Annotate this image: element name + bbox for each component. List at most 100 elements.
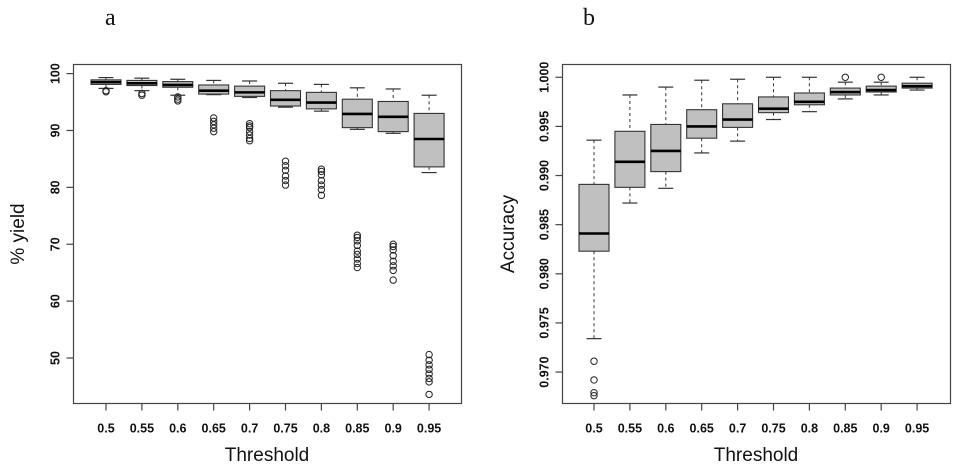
box-0.6 xyxy=(162,78,194,105)
outlier-point xyxy=(590,376,598,384)
outlier-point xyxy=(102,88,110,96)
outlier-point xyxy=(389,251,397,260)
outlier-point xyxy=(389,240,397,248)
outlier-point xyxy=(425,374,433,383)
x-tick-label: 0.5 xyxy=(97,422,114,436)
outlier-point xyxy=(389,257,397,266)
x-tick-label: 0.95 xyxy=(905,422,929,436)
outlier-point xyxy=(389,262,397,270)
outlier-point xyxy=(317,165,326,173)
box-0.85 xyxy=(829,73,861,100)
x-tick-label: 0.65 xyxy=(202,422,226,436)
outlier-point xyxy=(353,250,361,259)
iqr-box xyxy=(305,91,337,110)
boxes-a xyxy=(90,76,445,399)
x-axis-title-b: Threshold xyxy=(714,445,799,466)
x-axis-b: 0.5 0.55 0.6 0.65 0.7 0.75 0.8 0.85 0.9 0.95 xyxy=(585,403,929,436)
outlier-point xyxy=(353,233,361,242)
x-axis-a: 0.5 0.55 0.6 0.65 0.7 0.75 0.8 0.85 0.9 0.95 xyxy=(97,403,441,436)
outlier-point xyxy=(281,166,290,174)
outlier-point xyxy=(317,185,326,194)
y-tick-label: 1.000 xyxy=(538,62,552,93)
y-tick-label: 0.990 xyxy=(538,160,552,191)
x-tick-label: 0.7 xyxy=(729,422,746,436)
box-0.5 xyxy=(578,139,610,400)
x-tick-label: 0.75 xyxy=(273,422,297,436)
outlier-point xyxy=(353,231,361,239)
outlier-point xyxy=(281,157,290,165)
y-tick-label: 0.995 xyxy=(538,111,552,142)
panel-label-a: a xyxy=(105,5,116,31)
iqr-box xyxy=(614,130,646,188)
y-tick-label: 0.985 xyxy=(538,209,552,240)
y-tick-label: 70 xyxy=(49,237,63,251)
outlier-point xyxy=(317,181,326,189)
y-axis-a: 50 60 70 80 90 100 xyxy=(49,63,74,365)
outlier-point xyxy=(353,259,361,268)
box-0.5 xyxy=(90,76,122,96)
box-0.55 xyxy=(614,94,646,204)
x-tick-label: 0.8 xyxy=(801,422,818,436)
panel-b-accuracy-chart: b 0.970 0.975 0.980 0.985 0.990 0.995 1.000 0.… xyxy=(498,5,952,466)
y-tick-label: 0.980 xyxy=(538,258,552,289)
x-tick-label: 0.75 xyxy=(761,422,785,436)
outlier-point xyxy=(389,246,397,254)
x-tick-label: 0.65 xyxy=(690,422,714,436)
outlier-point xyxy=(281,172,290,180)
outlier-point xyxy=(317,171,326,179)
x-tick-label: 0.5 xyxy=(585,422,602,436)
iqr-box xyxy=(578,183,610,252)
outlier-point xyxy=(317,191,326,200)
box-0.8 xyxy=(793,76,825,113)
outlier-point xyxy=(389,266,397,275)
iqr-box xyxy=(686,109,718,139)
outlier-point xyxy=(210,127,218,136)
outlier-point xyxy=(245,137,254,145)
iqr-box xyxy=(650,123,682,173)
outlier-point xyxy=(877,73,885,81)
y-tick-label: 80 xyxy=(49,180,63,194)
x-tick-label: 0.55 xyxy=(618,422,642,436)
outlier-point xyxy=(281,181,290,189)
box-0.75 xyxy=(757,76,790,121)
box-0.7 xyxy=(722,78,754,142)
box-0.65 xyxy=(686,79,718,154)
box-0.8 xyxy=(305,83,337,200)
outlier-point xyxy=(590,388,598,397)
outlier-point xyxy=(353,247,361,255)
iqr-box xyxy=(269,90,302,107)
outlier-point xyxy=(425,365,433,374)
outlier-point xyxy=(245,131,254,139)
iqr-box xyxy=(722,103,754,128)
iqr-box xyxy=(793,92,825,106)
outlier-point xyxy=(317,167,326,176)
outlier-point xyxy=(281,176,290,185)
x-tick-label: 0.7 xyxy=(241,422,258,436)
x-tick-label: 0.8 xyxy=(313,422,330,436)
x-tick-label: 0.9 xyxy=(385,422,402,436)
y-tick-label: 90 xyxy=(49,123,63,137)
outlier-point xyxy=(317,176,326,185)
x-tick-label: 0.6 xyxy=(657,422,674,436)
box-0.95 xyxy=(901,76,933,91)
box-0.75 xyxy=(269,82,302,189)
y-tick-label: 50 xyxy=(49,351,63,365)
box-0.55 xyxy=(126,77,158,99)
y-tick-label: 0.970 xyxy=(538,356,552,387)
outlier-point xyxy=(353,263,361,272)
outlier-point xyxy=(281,162,290,170)
plot-frame-b xyxy=(561,63,952,405)
y-tick-label: 100 xyxy=(49,63,63,84)
x-axis-title-a: Threshold xyxy=(225,445,310,466)
outlier-point xyxy=(138,91,146,99)
outlier-point xyxy=(389,242,397,251)
iqr-box xyxy=(757,96,790,114)
boxes-b xyxy=(578,73,933,400)
outlier-point xyxy=(425,378,433,386)
outlier-point xyxy=(174,93,182,101)
box-0.85 xyxy=(341,87,373,272)
outlier-point xyxy=(425,356,433,364)
outlier-point xyxy=(245,134,254,143)
outlier-point xyxy=(841,73,849,81)
